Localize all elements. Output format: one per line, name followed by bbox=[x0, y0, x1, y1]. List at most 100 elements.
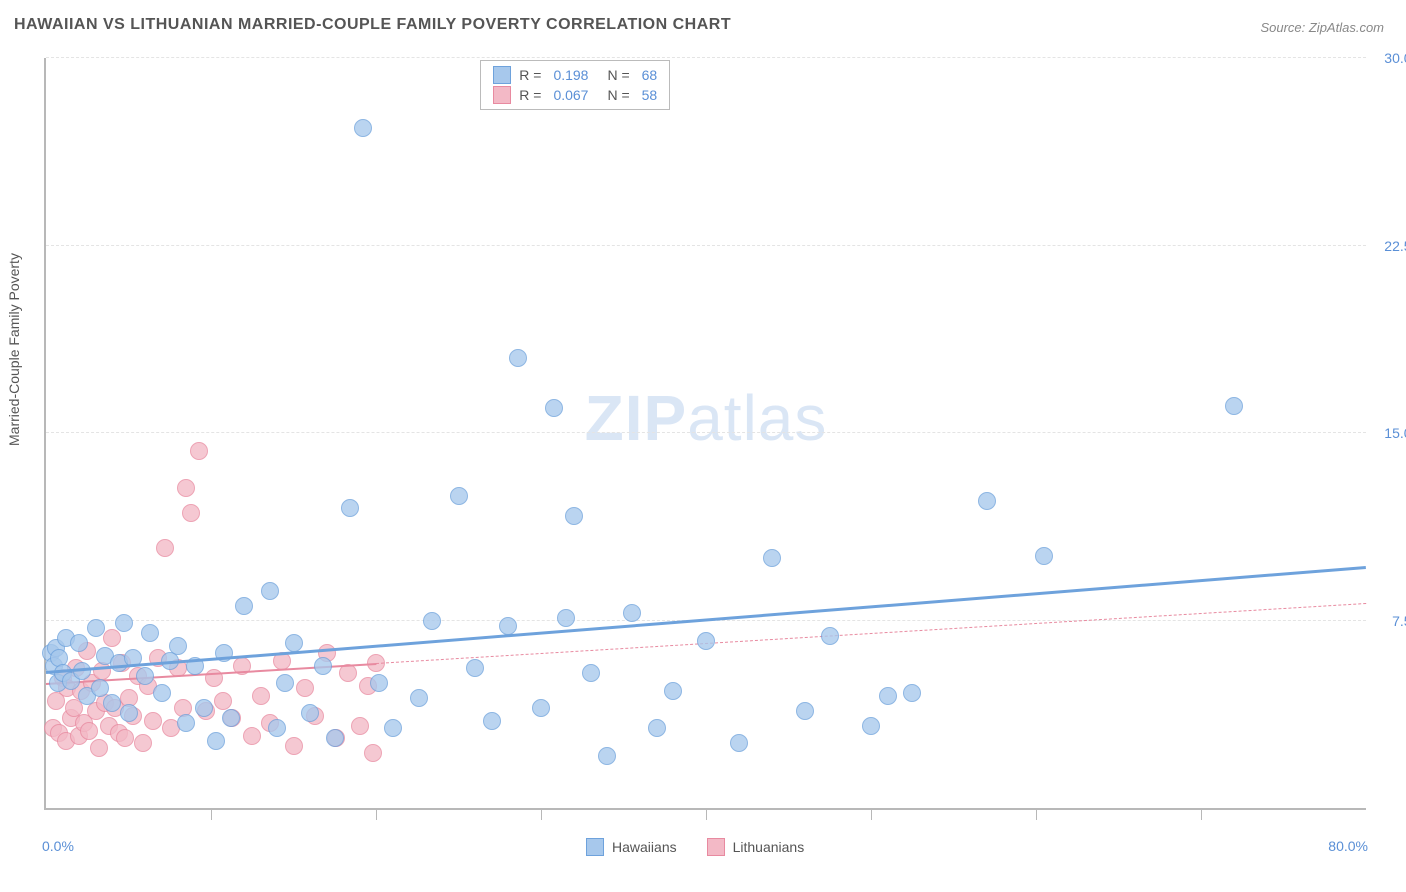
lithuanian-point bbox=[364, 744, 382, 762]
hawaiian-point bbox=[423, 612, 441, 630]
lithuanian-point bbox=[144, 712, 162, 730]
hawaiian-point bbox=[384, 719, 402, 737]
y-tick-label: 7.5% bbox=[1392, 613, 1406, 629]
lithuanian-point bbox=[190, 442, 208, 460]
x-tick bbox=[211, 808, 212, 820]
hawaiian-point bbox=[598, 747, 616, 765]
hawaiian-point bbox=[557, 609, 575, 627]
lithuanian-point bbox=[177, 479, 195, 497]
watermark: ZIPatlas bbox=[585, 381, 828, 455]
hawaiian-point bbox=[450, 487, 468, 505]
hawaiian-point bbox=[862, 717, 880, 735]
legend-label: Hawaiians bbox=[612, 839, 677, 855]
hawaiian-point bbox=[697, 632, 715, 650]
hawaiian-point bbox=[153, 684, 171, 702]
hawaiian-point bbox=[103, 694, 121, 712]
hawaiian-point bbox=[235, 597, 253, 615]
legend-swatch bbox=[707, 838, 725, 856]
hawaiian-point bbox=[314, 657, 332, 675]
n-label: N = bbox=[607, 67, 629, 83]
gridline bbox=[46, 245, 1366, 246]
hawaiian-point bbox=[70, 634, 88, 652]
hawaiian-point bbox=[120, 704, 138, 722]
hawaiian-point bbox=[1035, 547, 1053, 565]
x-axis-max-label: 80.0% bbox=[1328, 838, 1368, 854]
legend-row: R =0.067N =58 bbox=[493, 86, 657, 104]
lithuanian-point bbox=[252, 687, 270, 705]
hawaiian-point bbox=[115, 614, 133, 632]
hawaiian-point bbox=[410, 689, 428, 707]
x-tick bbox=[1201, 808, 1202, 820]
hawaiian-point bbox=[285, 634, 303, 652]
hawaiian-point bbox=[301, 704, 319, 722]
hawaiian-point bbox=[730, 734, 748, 752]
source-attribution: Source: ZipAtlas.com bbox=[1260, 20, 1384, 35]
series-legend: Hawaiians Lithuanians bbox=[586, 838, 804, 856]
x-tick bbox=[541, 808, 542, 820]
legend-swatch bbox=[493, 66, 511, 84]
x-tick bbox=[871, 808, 872, 820]
y-tick-label: 22.5% bbox=[1384, 238, 1406, 254]
hawaiian-point bbox=[276, 674, 294, 692]
lithuanian-point bbox=[116, 729, 134, 747]
hawaiian-point bbox=[623, 604, 641, 622]
hawaiian-point bbox=[499, 617, 517, 635]
legend-row: R =0.198N =68 bbox=[493, 66, 657, 84]
hawaiian-point bbox=[87, 619, 105, 637]
hawaiian-point bbox=[261, 582, 279, 600]
lithuanian-point bbox=[351, 717, 369, 735]
r-value: 0.067 bbox=[553, 87, 599, 103]
hawaiian-point bbox=[532, 699, 550, 717]
n-value: 68 bbox=[642, 67, 658, 83]
hawaiian-point bbox=[136, 667, 154, 685]
scatter-plot-area: ZIPatlas 7.5%15.0%22.5%30.0% bbox=[44, 58, 1366, 810]
legend-item: Hawaiians bbox=[586, 838, 677, 856]
lithuanian-point bbox=[214, 692, 232, 710]
lithuanian-point bbox=[80, 722, 98, 740]
hawaiian-point bbox=[565, 507, 583, 525]
hawaiian-point bbox=[903, 684, 921, 702]
hawaiian-point bbox=[978, 492, 996, 510]
x-tick bbox=[706, 808, 707, 820]
correlation-legend: R =0.198N =68R =0.067N =58 bbox=[480, 60, 670, 110]
lithuanian-point bbox=[243, 727, 261, 745]
hawaiian-point bbox=[207, 732, 225, 750]
hawaiian-point bbox=[354, 119, 372, 137]
hawaiian-point bbox=[222, 709, 240, 727]
lithuanian-point bbox=[103, 629, 121, 647]
legend-label: Lithuanians bbox=[733, 839, 805, 855]
hawaiian-point bbox=[648, 719, 666, 737]
hawaiian-point bbox=[177, 714, 195, 732]
hawaiian-point bbox=[169, 637, 187, 655]
hawaiian-point bbox=[763, 549, 781, 567]
legend-swatch bbox=[493, 86, 511, 104]
y-tick-label: 15.0% bbox=[1384, 425, 1406, 441]
hawaiian-point bbox=[483, 712, 501, 730]
hawaiian-point bbox=[268, 719, 286, 737]
lithuanian-point bbox=[296, 679, 314, 697]
hawaiian-point bbox=[1225, 397, 1243, 415]
lithuanian-point bbox=[285, 737, 303, 755]
y-axis-label: Married-Couple Family Poverty bbox=[6, 253, 22, 446]
chart-title: HAWAIIAN VS LITHUANIAN MARRIED-COUPLE FA… bbox=[14, 16, 731, 34]
r-value: 0.198 bbox=[553, 67, 599, 83]
y-tick-label: 30.0% bbox=[1384, 50, 1406, 66]
lithuanian-point bbox=[156, 539, 174, 557]
gridline bbox=[46, 57, 1366, 58]
x-axis-min-label: 0.0% bbox=[42, 838, 74, 854]
hawaiian-point bbox=[879, 687, 897, 705]
hawaiian-point bbox=[821, 627, 839, 645]
x-tick bbox=[376, 808, 377, 820]
n-value: 58 bbox=[642, 87, 658, 103]
hawaiian-point bbox=[545, 399, 563, 417]
gridline bbox=[46, 432, 1366, 433]
hawaiian-point bbox=[141, 624, 159, 642]
hawaiian-point bbox=[509, 349, 527, 367]
r-label: R = bbox=[519, 87, 541, 103]
hawaiian-point bbox=[326, 729, 344, 747]
lithuanian-point bbox=[90, 739, 108, 757]
hawaiian-point bbox=[582, 664, 600, 682]
hawaiian-point bbox=[796, 702, 814, 720]
hawaiian-point bbox=[341, 499, 359, 517]
hawaiian-point bbox=[195, 699, 213, 717]
